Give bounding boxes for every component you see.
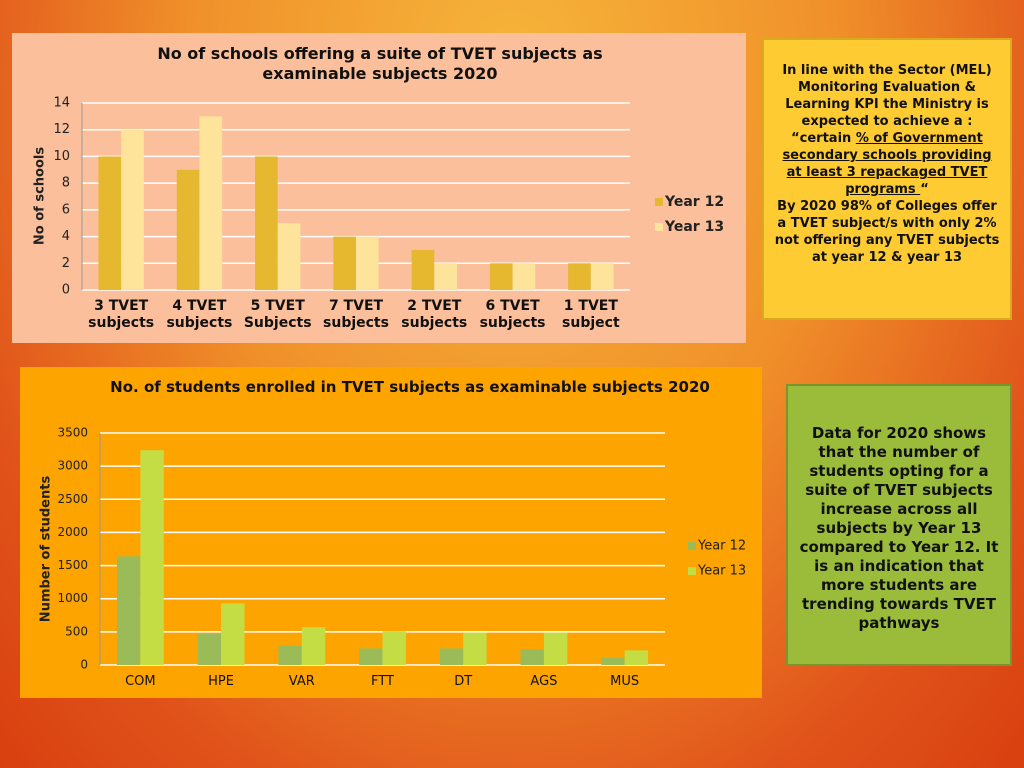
y-tick-label: 0: [62, 283, 70, 298]
bar: [601, 657, 625, 665]
bar: [463, 632, 487, 665]
y-tick-label: 2500: [57, 492, 88, 506]
x-tick-label: HPE: [208, 674, 234, 689]
x-tick-label: 4 TVET subjects: [166, 298, 233, 331]
y-tick-label: 8: [62, 176, 70, 191]
x-tick-label: AGS: [530, 674, 558, 689]
y-tick-label: 2000: [57, 525, 88, 539]
legend-swatch: [655, 198, 663, 206]
y-tick-label: 6: [62, 202, 70, 217]
legend-swatch: [688, 542, 696, 550]
summary-text: Data for 2020 shows that the number of s…: [799, 424, 999, 632]
y-axis-label: Number of students: [39, 476, 54, 623]
bar: [439, 648, 464, 665]
x-tick-label: FTT: [371, 674, 394, 689]
y-tick-label: 3500: [57, 426, 88, 440]
x-tick-label: 5 TVET Subjects: [243, 298, 312, 331]
bar: [512, 263, 536, 290]
y-tick-label: 2: [62, 256, 70, 271]
x-tick-label: 1 TVET subject: [562, 298, 620, 331]
bar: [590, 263, 614, 290]
x-tick-label: 6 TVET subjects: [479, 298, 546, 331]
note-quote: “certain: [791, 131, 856, 146]
bar: [121, 129, 144, 290]
x-tick-label: 7 TVET subjects: [323, 298, 389, 331]
note-intro: In line with the Sector (MEL) Monitoring…: [782, 63, 992, 129]
chart-title: No. of students enrolled in TVET subject…: [110, 378, 710, 396]
chart-title: No of schools offering a suite of TVET s…: [157, 44, 603, 83]
y-tick-label: 14: [53, 96, 70, 111]
bar: [382, 631, 406, 665]
x-tick-label: VAR: [288, 674, 315, 689]
bar: [116, 556, 141, 665]
note-quote-underlined: % of Government secondary schools provid…: [782, 131, 992, 197]
y-tick-label: 0: [80, 658, 88, 672]
bar: [520, 649, 544, 665]
bar: [568, 263, 591, 290]
x-tick-label: COM: [125, 674, 156, 689]
y-tick-label: 1500: [57, 558, 88, 572]
bar: [301, 627, 326, 665]
y-axis-label: No of schools: [33, 147, 48, 245]
y-tick-label: 1000: [57, 591, 88, 605]
bar: [140, 450, 164, 665]
legend-label: Year 12: [664, 194, 724, 210]
y-tick-label: 10: [53, 149, 70, 164]
bar: [356, 236, 379, 290]
y-tick-label: 3000: [57, 459, 88, 473]
bar: [434, 263, 457, 290]
x-tick-label: DT: [454, 674, 473, 689]
x-tick-label: 3 TVET subjects: [88, 298, 155, 331]
summary-box: Data for 2020 shows that the number of s…: [786, 384, 1012, 666]
y-tick-label: 12: [53, 122, 70, 137]
note-box: In line with the Sector (MEL) Monitoring…: [762, 38, 1012, 320]
bar: [624, 650, 649, 665]
bar: [255, 156, 278, 290]
x-tick-label: 2 TVET subjects: [401, 298, 468, 331]
bar: [176, 169, 200, 290]
bar: [489, 263, 513, 290]
y-tick-label: 500: [65, 624, 88, 638]
bar: [333, 236, 356, 290]
bar: [98, 156, 122, 290]
bar: [221, 603, 245, 665]
bar: [197, 633, 222, 665]
legend-label: Year 13: [664, 219, 724, 235]
bar: [277, 223, 301, 290]
legend-label: Year 12: [697, 539, 746, 554]
bar: [278, 645, 302, 665]
bar: [199, 116, 223, 290]
note-quote: “: [920, 182, 929, 197]
bar: [411, 249, 435, 290]
x-tick-label: MUS: [610, 674, 640, 689]
legend-swatch: [655, 223, 663, 231]
note-conclusion: By 2020 98% of Colleges offer a TVET sub…: [774, 199, 1000, 265]
legend-swatch: [688, 567, 696, 575]
legend-label: Year 13: [697, 564, 746, 579]
y-tick-label: 4: [62, 229, 70, 244]
bar: [359, 648, 383, 665]
bar: [543, 632, 568, 665]
